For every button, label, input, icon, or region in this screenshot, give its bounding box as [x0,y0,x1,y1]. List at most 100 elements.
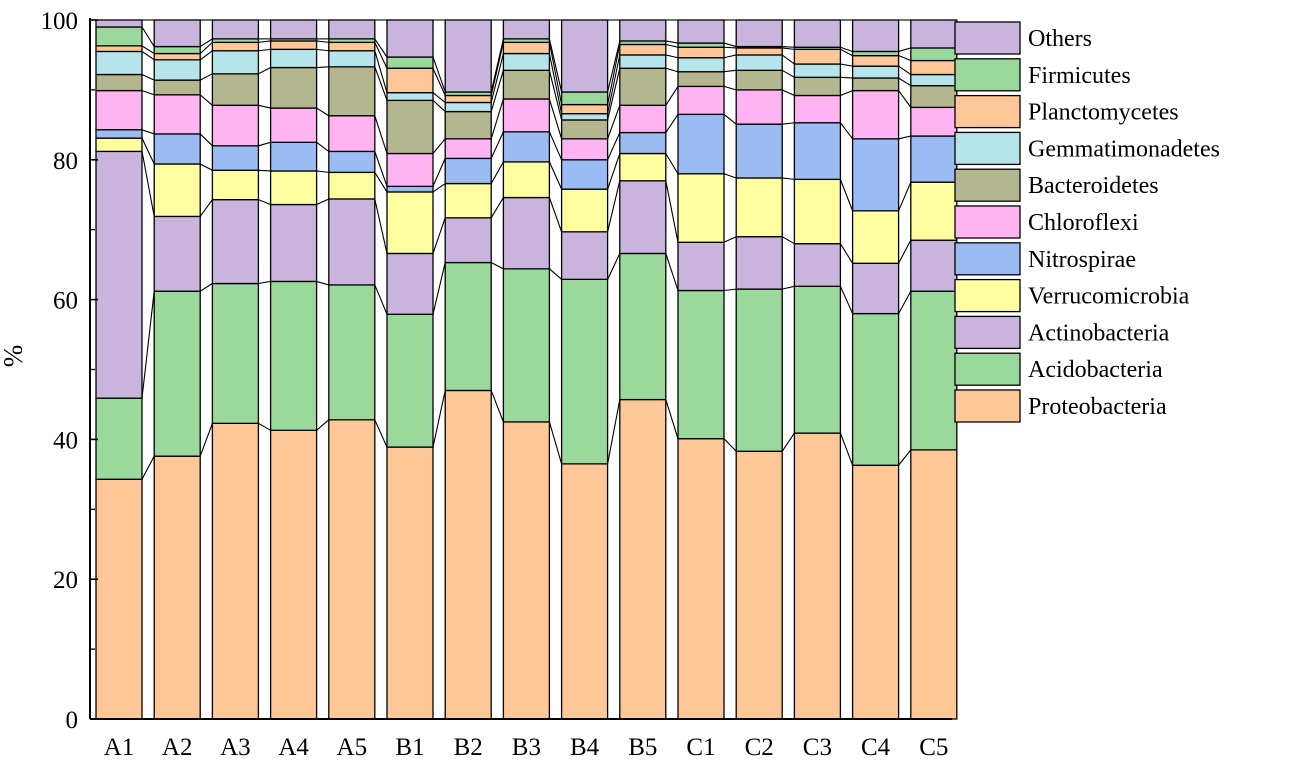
connector-b2-b3-5 [490,131,504,159]
connector-c2-c3-4 [782,177,795,180]
bar-a4-proteobacteria [269,429,318,720]
connector-c4-c5-5 [898,135,911,140]
bar-a5-proteobacteria [328,419,376,720]
bar-c4-acidobacteria [851,312,900,466]
legend-swatch-gemmatimonadetes [954,131,1021,166]
bar-c3-gemmatimonadetes [793,63,842,78]
connector-a1-a2-3 [141,151,155,217]
bar-b3-chloroflexi [502,98,551,133]
bar-a2-planctomycetes [153,52,201,61]
connector-c2-c3-3 [781,236,795,245]
bar-a2-verrucomicrobia [153,163,201,218]
bar-b4-actinobacteria [560,231,609,280]
bar-c4-chloroflexi [851,89,900,140]
connector-b2-b3-10 [490,38,504,93]
bar-a3-nitrospirae [211,145,260,171]
bar-a4-planctomycetes [269,40,318,51]
legend-label-firmicutes: Firmicutes [1028,63,1131,89]
bar-a2-acidobacteria [153,290,201,457]
bar-c3-actinobacteria [793,243,842,287]
bar-c4-bacteroidetes [851,77,900,92]
x-tick-label-a2: A2 [162,734,193,761]
bar-c3-verrucomicrobia [793,178,842,245]
connector-c4-c5-10 [898,47,911,52]
connector-b2-b3-3 [490,197,504,219]
bar-c1-chloroflexi [677,85,725,116]
bar-c5-actinobacteria [910,239,958,292]
bar-b3-nitrospirae [502,131,551,163]
bar-a4-acidobacteria [269,280,318,431]
bar-c2-verrucomicrobia [735,177,783,238]
bar-c5-chloroflexi [910,106,958,137]
bar-a5-gemmatimonadetes [328,50,376,68]
bar-a3-proteobacteria [211,422,260,720]
bar-c1-actinobacteria [677,241,725,292]
bar-b2-gemmatimonadetes [444,101,492,113]
connector-c1-c2-10 [723,42,737,48]
connector-c4-c5-8 [898,65,912,75]
bar-c2-gemmatimonadetes [735,54,783,71]
connector-c4-c5-3 [898,239,912,264]
bar-b5-chloroflexi [619,104,667,134]
connector-c1-c2-1 [723,438,737,452]
bar-b2-others [444,19,492,93]
bar-b4-chloroflexi [560,138,609,161]
bar-b5-acidobacteria [619,252,667,401]
bar-c2-actinobacteria [735,236,783,290]
x-tick-label-b2: B2 [454,734,483,761]
bar-c4-others [851,19,900,53]
bar-b5-others [619,19,667,42]
bar-c1-verrucomicrobia [677,173,725,243]
bar-c2-nitrospirae [735,123,783,179]
bar-b4-verrucomicrobia [560,188,609,233]
legend-label-bacteroidetes: Bacteroidetes [1028,173,1159,199]
bar-b1-firmicutes [386,56,434,69]
x-tick-label-a5: A5 [337,734,368,761]
bar-b1-gemmatimonadetes [386,92,434,102]
connector-a3-a4-3 [258,199,271,206]
connector-b3-b4-6 [548,98,563,139]
bar-a4-others [269,19,318,40]
bar-c4-verrucomicrobia [851,210,900,264]
bar-b2-proteobacteria [444,389,492,720]
connector-c2-c3-2 [782,285,795,290]
bar-c5-gemmatimonadetes [910,73,958,87]
axes-layer: 0 20 40 60 80 100 A1 A2 A3 A4 A5 B1 B2 B3 B4 B5 C1 C2 C3 C4… [41,8,952,761]
connector-c3-c4-2 [839,286,854,314]
bar-a1-firmicutes [95,26,143,47]
bar-b3-acidobacteria [502,268,551,423]
connector-c1-c2-9 [723,46,737,49]
bar-b1-planctomycetes [386,67,434,94]
bar-b5-planctomycetes [619,43,667,56]
bar-c4-planctomycetes [851,55,900,67]
bar-a4-gemmatimonadetes [269,48,318,69]
connector-a3-a4-7 [258,67,271,75]
connector-c2-c3-6 [781,89,795,96]
legend-label-acidobacteria: Acidobacteria [1028,357,1163,383]
bar-a3-planctomycetes [211,41,260,52]
bar-a5-actinobacteria [328,198,376,286]
connector-b2-b3-4 [490,161,504,184]
bar-a3-actinobacteria [211,198,260,285]
connector-c2-c3-7 [781,69,795,78]
connector-b5-c1-5 [665,114,679,133]
bar-c1-gemmatimonadetes [677,57,725,73]
connector-c2-c3-8 [781,54,795,65]
bar-a5-acidobacteria [328,284,376,421]
bar-a5-others [328,19,376,40]
connector-c1-c2-6 [723,85,737,91]
connector-a4-a5-8 [316,48,329,52]
bar-c2-acidobacteria [735,288,783,452]
connector-a4-a5-5 [316,141,330,152]
connector-b4-b5-3 [607,180,621,232]
bar-c5-planctomycetes [910,59,958,76]
connector-c3-c4-4 [839,179,854,212]
connector-a2-a3-4 [199,163,213,171]
connector-c4-c5-7 [898,77,912,87]
bar-b3-verrucomicrobia [502,161,551,199]
bar-c3-proteobacteria [793,432,842,720]
connector-a1-a2-9 [141,45,155,55]
legend: Others Firmicutes Planctomycetes Gemmatimon… [954,21,1220,423]
bar-a1-nitrospirae [95,129,143,139]
connector-b2-b3-8 [490,53,504,103]
